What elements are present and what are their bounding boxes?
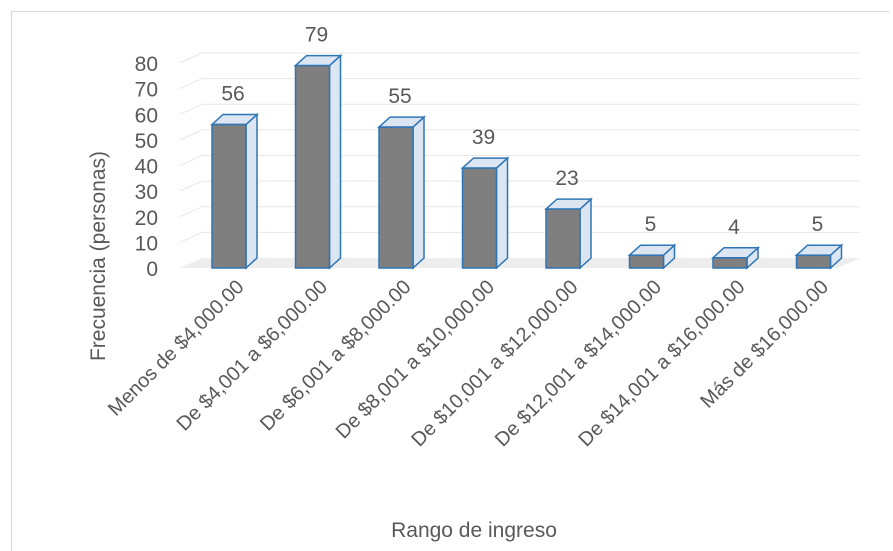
gridline	[179, 129, 860, 141]
y-tick-label: 20	[135, 207, 158, 230]
y-tick-label: 40	[135, 156, 158, 179]
gridline	[179, 180, 860, 192]
data-label: 39	[472, 126, 495, 149]
x-tick-label: De $14,001 a $16,000.00	[574, 276, 749, 451]
x-tick-label: De $10,001 a $12,000.00	[407, 276, 582, 451]
x-tick-label: Menos de $4,000.00	[104, 276, 249, 421]
floor-plane	[180, 258, 860, 268]
x-tick-label: De $4,001 a $6,000.00	[173, 276, 332, 435]
x-tick-label: De $6,001 a $8,000.00	[256, 276, 415, 435]
data-label: 56	[221, 83, 244, 106]
data-label: 5	[645, 213, 657, 236]
bar	[711, 246, 760, 270]
gridline	[179, 155, 860, 166]
gridlines	[179, 52, 860, 243]
bar	[293, 53, 343, 270]
bar	[210, 112, 259, 270]
y-tick-label: 50	[135, 130, 158, 153]
data-label: 79	[305, 24, 328, 47]
x-axis-title: Rango de ingreso	[391, 519, 557, 542]
y-tick-label: 80	[135, 53, 158, 76]
y-tick-label: 10	[135, 232, 158, 255]
gridline	[179, 52, 860, 64]
y-tick-label: 30	[135, 181, 158, 204]
bar	[377, 115, 426, 270]
y-tick-label: 0	[146, 258, 158, 281]
gridline	[179, 231, 860, 243]
bar	[460, 156, 510, 270]
data-label: 4	[728, 216, 740, 239]
bar	[794, 243, 844, 270]
gridline	[179, 103, 860, 115]
chart-floor	[180, 258, 860, 268]
gridline	[179, 206, 860, 218]
gridline	[179, 78, 860, 90]
x-tick-label: De $8,001 a $10,000.00	[332, 276, 499, 443]
chart-frame	[11, 11, 889, 551]
data-label: 5	[812, 213, 824, 236]
y-tick-label: 60	[135, 104, 158, 127]
x-tick-label: De $12,001 a $14,000.00	[491, 276, 666, 451]
data-labels: 56 79 55 39 23 5 4 5	[221, 24, 823, 239]
data-label: 55	[388, 85, 411, 108]
data-label: 23	[555, 167, 578, 190]
bar	[627, 243, 677, 270]
bar	[544, 197, 593, 270]
y-axis-title: Frecuencia (personas)	[87, 151, 110, 361]
bars	[210, 53, 844, 270]
y-tick-label: 70	[135, 79, 158, 102]
